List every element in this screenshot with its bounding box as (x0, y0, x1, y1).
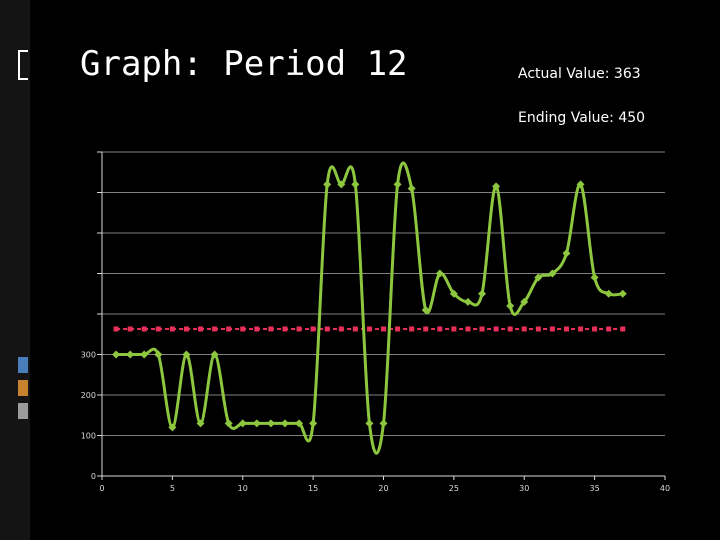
data-point-marker (169, 326, 175, 332)
y-tick-label: 0 (91, 472, 96, 481)
data-point-marker (168, 423, 177, 432)
y-tick-label: 200 (81, 391, 96, 400)
data-point-marker (365, 419, 374, 428)
data-point-marker (534, 273, 543, 282)
series-line-0 (116, 161, 623, 455)
data-point-marker (310, 326, 316, 332)
ending-value-label: Ending Value: 450 (518, 110, 646, 126)
data-point-marker (409, 326, 415, 332)
data-point-marker (592, 326, 598, 332)
x-tick-label: 20 (378, 484, 388, 493)
data-point-marker (210, 350, 219, 359)
data-point-marker (295, 419, 304, 428)
x-tick-label: 5 (170, 484, 175, 493)
data-point-marker (563, 326, 569, 332)
accent-block-gray (18, 403, 28, 419)
left-decorative-strip (0, 0, 30, 540)
data-point-marker (240, 326, 246, 332)
data-point-marker (112, 350, 121, 359)
data-point-marker (507, 326, 513, 332)
data-point-marker (182, 350, 191, 359)
data-point-marker (620, 326, 626, 332)
data-point-marker (562, 249, 571, 258)
data-point-marker (226, 326, 232, 332)
data-point-marker (252, 419, 261, 428)
data-point-marker (268, 326, 274, 332)
data-point-marker (352, 326, 358, 332)
y-tick-label: 300 (81, 351, 96, 360)
data-point-marker (338, 326, 344, 332)
data-point-marker (493, 326, 499, 332)
x-tick-label: 0 (99, 484, 104, 493)
data-point-marker (113, 326, 119, 332)
data-point-marker (323, 180, 332, 189)
decorative-frame (18, 50, 28, 80)
data-point-marker (198, 326, 204, 332)
data-point-marker (606, 326, 612, 332)
data-point-marker (435, 269, 444, 278)
data-point-marker (393, 180, 402, 189)
data-point-marker (280, 419, 289, 428)
data-point-marker (141, 326, 147, 332)
data-point-marker (451, 326, 457, 332)
data-point-marker (238, 419, 247, 428)
data-point-marker (282, 326, 288, 332)
data-point-marker (212, 326, 218, 332)
data-point-marker (224, 419, 233, 428)
data-point-marker (154, 350, 163, 359)
data-point-marker (421, 305, 430, 314)
data-point-marker (618, 289, 627, 298)
x-tick-label: 30 (519, 484, 529, 493)
data-point-marker (465, 326, 471, 332)
data-point-marker (478, 289, 487, 298)
data-point-marker (521, 326, 527, 332)
accent-block-orange (18, 380, 28, 396)
data-point-marker (127, 326, 133, 332)
actual-value-label: Actual Value: 363 (518, 66, 641, 82)
data-point-marker (479, 326, 485, 332)
data-point-marker (309, 419, 318, 428)
y-tick-label: 100 (81, 432, 96, 441)
data-point-marker (296, 326, 302, 332)
accent-block-blue (18, 357, 28, 373)
data-point-marker (423, 326, 429, 332)
data-point-marker (604, 289, 613, 298)
x-tick-label: 10 (238, 484, 248, 493)
data-point-marker (492, 182, 501, 191)
data-point-marker (535, 326, 541, 332)
data-point-marker (407, 184, 416, 193)
data-point-marker (126, 350, 135, 359)
data-point-marker (549, 326, 555, 332)
data-point-marker (337, 180, 346, 189)
data-point-marker (590, 273, 599, 282)
x-tick-label: 25 (449, 484, 459, 493)
x-tick-label: 40 (660, 484, 670, 493)
data-point-marker (520, 297, 529, 306)
slide-title: Graph: Period 12 (80, 44, 408, 84)
data-point-marker (140, 350, 149, 359)
data-point-marker (183, 326, 189, 332)
data-point-marker (254, 326, 260, 332)
data-point-marker (463, 297, 472, 306)
data-point-marker (395, 326, 401, 332)
data-point-marker (324, 326, 330, 332)
data-point-marker (155, 326, 161, 332)
data-point-marker (379, 419, 388, 428)
data-point-marker (576, 180, 585, 189)
data-point-marker (266, 419, 275, 428)
x-tick-label: 15 (308, 484, 318, 493)
data-point-marker (449, 289, 458, 298)
data-point-marker (381, 326, 386, 332)
data-point-marker (351, 180, 360, 189)
x-tick-label: 35 (590, 484, 600, 493)
data-point-marker (366, 326, 372, 332)
data-point-marker (196, 419, 205, 428)
data-point-marker (506, 301, 515, 310)
data-point-marker (578, 326, 584, 332)
data-point-marker (548, 269, 557, 278)
data-point-marker (437, 326, 443, 332)
